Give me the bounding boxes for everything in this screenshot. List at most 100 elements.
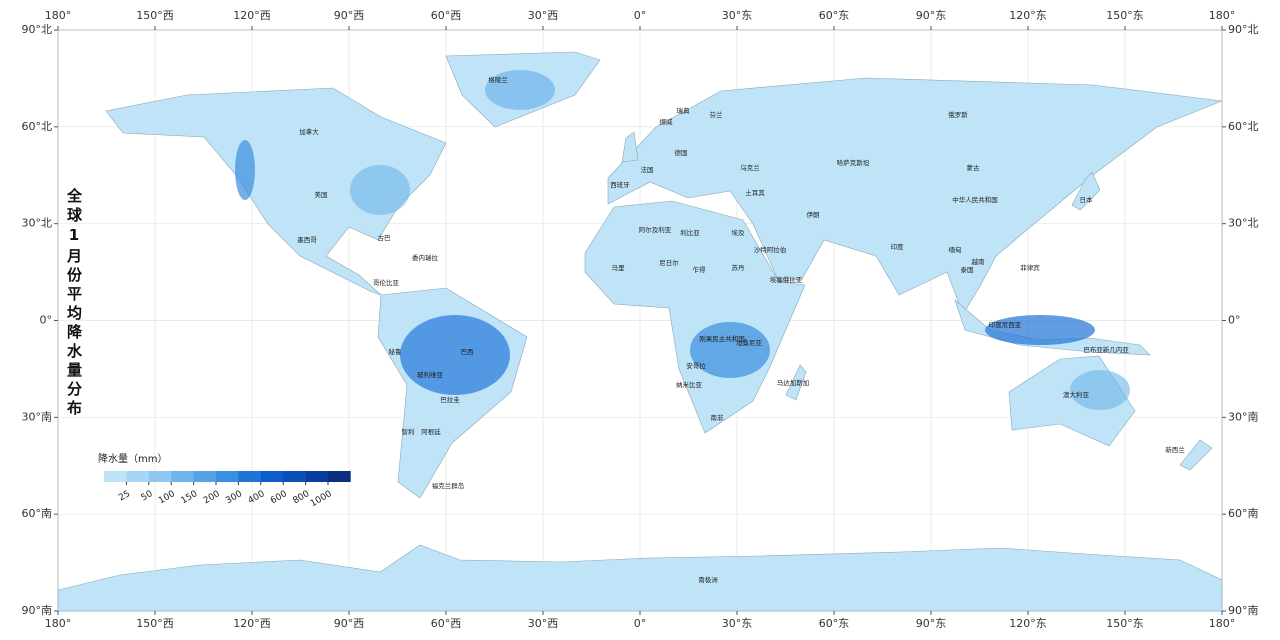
legend-swatch <box>171 471 194 482</box>
place-label: 纳米比亚 <box>676 380 703 389</box>
x-tick-label: 60°东 <box>819 617 850 630</box>
y-tick-label: 0° <box>1228 314 1241 327</box>
place-label: 坦桑尼亚 <box>736 338 763 347</box>
rain-zone <box>985 315 1095 345</box>
legend-swatch <box>216 471 239 482</box>
place-label: 乍得 <box>693 265 707 274</box>
place-label: 缅甸 <box>949 245 962 254</box>
x-tick-label: 90°东 <box>916 9 947 22</box>
place-label: 乌克兰 <box>740 163 760 172</box>
y-tick-label: 60°南 <box>22 507 53 520</box>
place-label: 西班牙 <box>610 180 630 189</box>
y-tick-label: 0° <box>40 314 53 327</box>
place-label: 巴拉圭 <box>440 395 460 404</box>
x-tick-label: 150°西 <box>136 617 174 630</box>
place-label: 加拿大 <box>299 127 319 136</box>
place-label: 伊朗 <box>807 210 820 219</box>
legend-swatch <box>104 471 127 482</box>
place-label: 刚果民主共和国 <box>699 334 745 343</box>
place-label: 蒙古 <box>967 163 981 172</box>
place-label: 埃塞俄比亚 <box>770 275 803 284</box>
rain-zone <box>350 165 410 215</box>
place-label: 澳大利亚 <box>1063 390 1090 399</box>
legend-swatch <box>260 471 284 482</box>
x-tick-label: 30°东 <box>722 9 753 22</box>
x-tick-label: 0° <box>634 617 647 630</box>
place-label: 玻利维亚 <box>417 370 444 379</box>
x-tick-label: 30°西 <box>528 9 559 22</box>
place-label: 马达加斯加 <box>777 378 810 387</box>
rain-zone <box>485 70 555 110</box>
precipitation-zones <box>235 70 1130 410</box>
place-label: 巴西 <box>461 348 475 356</box>
africa <box>584 200 806 434</box>
y-tick-label: 30°南 <box>1228 410 1259 423</box>
x-tick-label: 120°西 <box>233 617 271 630</box>
legend-tick-label: 25 <box>117 489 132 503</box>
place-label: 印度尼西亚 <box>989 320 1022 329</box>
japan <box>1071 171 1101 211</box>
y-tick-label: 30°北 <box>22 217 53 230</box>
x-tick-label: 120°西 <box>233 9 271 22</box>
place-label: 巴布亚新几内亚 <box>1083 345 1129 354</box>
place-label: 印度 <box>891 242 905 251</box>
x-tick-label: 0° <box>634 9 647 22</box>
eurasia <box>607 77 1223 315</box>
place-label: 美国 <box>315 190 328 199</box>
y-tick-label: 90°北 <box>1228 23 1259 36</box>
x-tick-label: 180° <box>1209 9 1236 22</box>
place-label: 智利 <box>402 427 415 436</box>
place-label: 马里 <box>612 264 626 272</box>
place-label: 利比亚 <box>680 228 700 237</box>
place-label: 新西兰 <box>1165 445 1185 454</box>
x-tick-label: 60°东 <box>819 9 850 22</box>
rain-zone <box>690 322 770 378</box>
place-label: 福克兰群岛 <box>432 481 465 490</box>
x-tick-label: 30°西 <box>528 617 559 630</box>
legend-swatch <box>148 471 172 482</box>
axes: 180° 180° 150°西 150°西 120°西 120°西 90°西 90°西 60°西… <box>22 9 1259 630</box>
place-label: 越南 <box>972 257 986 266</box>
antarctica <box>57 544 1223 612</box>
x-tick-label: 180° <box>45 617 72 630</box>
place-label: 芬兰 <box>710 110 724 119</box>
uk <box>621 131 639 163</box>
x-tick-label: 60°西 <box>431 617 462 630</box>
y-tick-label: 60°北 <box>22 120 53 133</box>
legend-swatch <box>328 471 351 482</box>
x-tick-label: 90°东 <box>916 617 947 630</box>
y-tick-label: 30°北 <box>1228 217 1259 230</box>
legend-swatch <box>126 471 150 482</box>
legend-swatch <box>193 471 217 482</box>
x-tick-label: 60°西 <box>431 9 462 22</box>
x-tick-label: 150°东 <box>1106 9 1144 22</box>
y-tick-label: 60°北 <box>1228 120 1259 133</box>
place-label: 土耳其 <box>745 188 765 197</box>
legend-title: 降水量（mm） <box>98 452 167 465</box>
x-tick-label: 150°东 <box>1106 617 1144 630</box>
x-tick-label: 180° <box>1209 617 1236 630</box>
place-label: 安哥拉 <box>686 361 706 370</box>
place-label: 尼日尔 <box>659 258 679 267</box>
x-tick-label: 30°东 <box>722 617 753 630</box>
x-tick-label: 90°西 <box>334 9 365 22</box>
y-tick-label: 90°北 <box>22 23 53 36</box>
x-tick-label: 180° <box>45 9 72 22</box>
place-label: 日本 <box>1080 195 1094 204</box>
place-label: 哈萨克斯坦 <box>837 158 870 167</box>
place-label: 法国 <box>641 165 654 174</box>
place-label: 阿根廷 <box>421 427 441 436</box>
place-label: 古巴 <box>378 233 392 242</box>
place-label: 苏丹 <box>732 263 746 272</box>
y-tick-label: 90°南 <box>1228 604 1259 617</box>
place-label: 中华人民共和国 <box>952 195 998 204</box>
rain-zone <box>235 140 255 200</box>
place-label: 哥伦比亚 <box>373 278 400 287</box>
legend-swatch <box>305 471 329 482</box>
place-label: 德国 <box>675 148 688 157</box>
place-label: 阿尔及利亚 <box>639 225 672 234</box>
place-label: 墨西哥 <box>297 236 317 244</box>
